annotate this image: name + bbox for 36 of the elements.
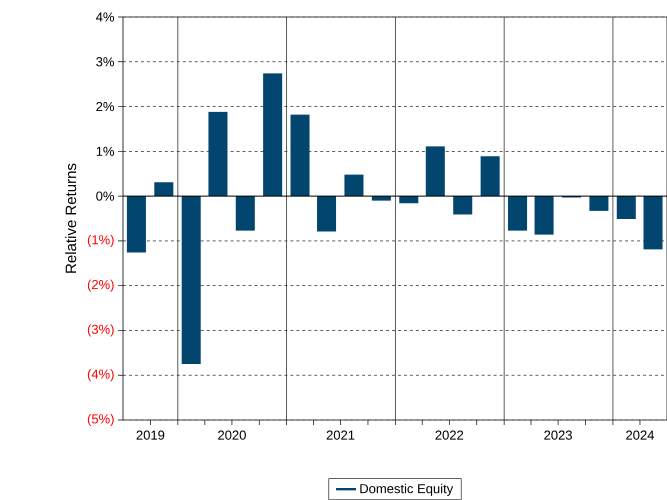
bar xyxy=(534,196,554,235)
bar xyxy=(480,156,500,196)
bar xyxy=(208,112,228,196)
bar xyxy=(126,196,146,253)
bar xyxy=(453,196,472,214)
bar xyxy=(263,73,282,196)
legend-label: Domestic Equity xyxy=(360,484,454,496)
y-tick-label: (2%) xyxy=(88,280,114,292)
y-tick-label: 3% xyxy=(96,57,114,66)
bar xyxy=(154,182,174,196)
bar xyxy=(182,196,201,364)
bar xyxy=(644,196,663,250)
bar xyxy=(616,196,636,219)
bar xyxy=(290,114,310,196)
y-axis-title: Relative Returns xyxy=(65,164,76,273)
x-tick-label: 2021 xyxy=(326,430,354,440)
x-tick-label: 2024 xyxy=(626,430,654,440)
y-tick-label: (3%) xyxy=(88,324,114,336)
bar xyxy=(589,196,608,211)
bar xyxy=(426,146,445,196)
y-tick-label: (5%) xyxy=(88,414,114,426)
bar xyxy=(236,196,255,231)
bar xyxy=(508,196,528,231)
bar xyxy=(399,196,418,204)
y-tick-label: (1%) xyxy=(88,234,114,247)
bar xyxy=(344,174,364,196)
bar xyxy=(317,196,336,232)
y-tick-label: (4%) xyxy=(88,369,114,382)
y-tick-label: 2% xyxy=(96,102,114,112)
y-tick-label: 1% xyxy=(96,146,114,156)
y-tick-label: 0% xyxy=(96,192,114,201)
y-tick-label: 4% xyxy=(96,12,114,22)
x-tick-label: 2019 xyxy=(136,430,164,440)
x-tick-label: 2020 xyxy=(218,430,246,440)
x-tick-label: 2022 xyxy=(436,430,464,440)
x-tick-label: 2023 xyxy=(544,430,572,440)
